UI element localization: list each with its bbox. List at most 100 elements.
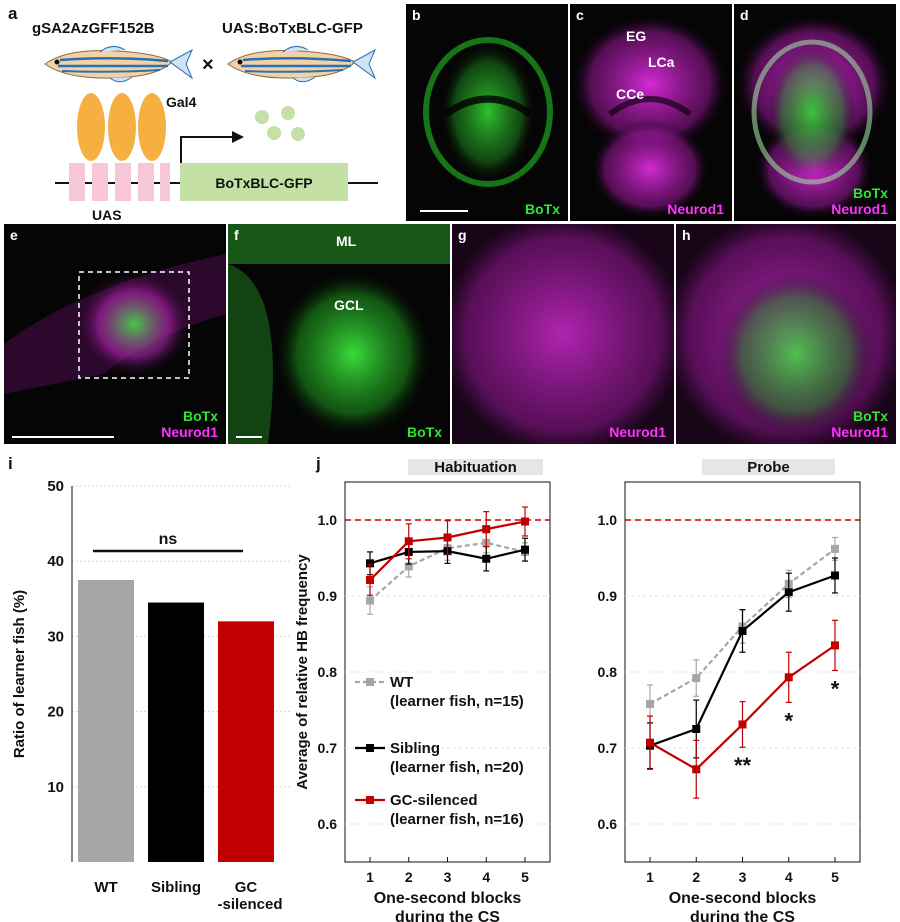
y-tick-label: 0.6 xyxy=(318,816,338,832)
panel-c-label: Neurod1 xyxy=(667,201,724,217)
x-axis-label: during the CS xyxy=(690,909,795,922)
micrograph-g: g Neurod1 xyxy=(452,224,674,444)
data-point xyxy=(366,576,374,585)
y-tick-label: 0.9 xyxy=(318,588,338,604)
x-axis-label: during the CS xyxy=(395,909,500,922)
significance-mark: * xyxy=(831,676,840,701)
panel-j-letter: j xyxy=(316,454,321,473)
data-point xyxy=(831,641,839,650)
x-tick-label: 4 xyxy=(785,869,793,885)
y-tick-label: 0.8 xyxy=(598,664,618,680)
bar-2 xyxy=(218,621,274,862)
region-lca-label: LCa xyxy=(648,54,675,70)
legend-name: WT xyxy=(390,674,413,691)
panel-f-label: BoTx xyxy=(407,424,442,440)
scale-bar xyxy=(12,436,114,438)
region-cce-label: CCe xyxy=(616,86,645,102)
transgene-box xyxy=(180,163,348,201)
uas-site-4 xyxy=(138,163,154,201)
legend-marker xyxy=(366,678,374,686)
gal4-protein-2 xyxy=(108,93,136,161)
arrow-head-icon xyxy=(232,131,244,143)
data-point xyxy=(831,544,839,553)
panel-e-label-neurod1: Neurod1 xyxy=(161,424,218,440)
strain-left-label: gSA2AzGFF152B xyxy=(32,20,155,37)
micrograph-h: h BoTx Neurod1 xyxy=(676,224,896,444)
x-tick-label: 3 xyxy=(739,869,747,885)
y-tick-label: 1.0 xyxy=(598,512,618,528)
panel-g-label: Neurod1 xyxy=(609,424,666,440)
y-tick-label: 40 xyxy=(47,553,64,570)
zebrafish-right-icon xyxy=(227,46,377,83)
data-point xyxy=(784,673,793,682)
panel-e-letter: e xyxy=(10,227,18,243)
panel-d-label-botx: BoTx xyxy=(853,185,888,201)
panel-g-letter: g xyxy=(458,227,467,243)
data-point xyxy=(831,571,839,580)
transgene-label: BoTxBLC-GFP xyxy=(215,175,312,191)
micrograph-c: c EG LCa CCe Neurod1 xyxy=(570,4,732,221)
product-dot xyxy=(267,126,281,140)
x-tick-label: 2 xyxy=(405,869,413,885)
data-point xyxy=(404,537,413,546)
data-point xyxy=(738,720,747,729)
y-tick-label: 0.8 xyxy=(318,664,338,680)
data-point xyxy=(738,626,747,635)
panel-b-label: BoTx xyxy=(525,201,560,217)
micrograph-b: b BoTx xyxy=(406,4,568,221)
bar-chart-learner-ratio: 10 20 30 40 50 Ratio of learner fish (%) WT Sib… xyxy=(11,478,290,913)
y-tick-label: 20 xyxy=(47,704,64,721)
data-point xyxy=(521,545,529,554)
micrograph-f: f ML GCL BoTx xyxy=(228,224,450,444)
title-box xyxy=(408,459,543,475)
x-tick-label: -silenced xyxy=(217,896,282,913)
y-axis-label: Ratio of learner fish (%) xyxy=(11,590,28,758)
legend-marker xyxy=(366,744,374,752)
y-tick-label: 0.6 xyxy=(598,816,618,832)
region-gcl-label: GCL xyxy=(334,297,364,313)
micrograph-d: d BoTx Neurod1 xyxy=(734,4,896,221)
micrograph-e: e BoTx Neurod1 xyxy=(4,224,226,444)
legend-detail: (learner fish, n=20) xyxy=(390,759,524,776)
panel-h-label-neurod1: Neurod1 xyxy=(831,424,888,440)
panel-c-letter: c xyxy=(576,7,584,23)
bar-0 xyxy=(78,580,134,862)
line-charts-hb-frequency: 0.6 0.7 0.8 0.9 1.0 1 2 3 4 5 One-second blocks dur… xyxy=(294,459,861,922)
promoter-arrow xyxy=(180,136,232,163)
panel-f-letter: f xyxy=(234,227,239,243)
panel-e-label-botx: BoTx xyxy=(183,408,218,424)
significance-mark: * xyxy=(784,708,793,733)
significance-label: ns xyxy=(159,531,178,548)
y-tick-label: 0.7 xyxy=(318,740,338,756)
gal4-label: Gal4 xyxy=(166,94,197,110)
uas-site-2 xyxy=(92,163,108,201)
uas-site-5 xyxy=(160,163,170,201)
x-tick-label: 2 xyxy=(692,869,700,885)
region-eg-label: EG xyxy=(626,28,647,44)
y-tick-label: 1.0 xyxy=(318,512,338,528)
data-point xyxy=(366,596,374,605)
y-tick-label: 50 xyxy=(47,478,64,495)
data-point xyxy=(482,554,491,563)
panel-h-letter: h xyxy=(682,227,691,243)
panel-i-letter: i xyxy=(8,454,13,473)
x-tick-label: 4 xyxy=(482,869,490,885)
legend-name: GC-silenced xyxy=(390,792,478,809)
x-tick-label: 5 xyxy=(521,869,529,885)
x-tick-label: 3 xyxy=(444,869,452,885)
x-axis-label: One-second blocks xyxy=(669,890,817,907)
data-point xyxy=(692,674,701,683)
product-dot xyxy=(281,106,295,120)
panel-b-letter: b xyxy=(412,7,421,23)
y-tick-label: 30 xyxy=(47,628,64,645)
legend-marker xyxy=(366,796,374,804)
data-point xyxy=(784,588,793,597)
strain-right-label: UAS:BoTxBLC-GFP xyxy=(222,20,363,37)
zebrafish-left-icon xyxy=(44,46,194,83)
significance-mark: ** xyxy=(734,753,752,778)
panel-a-letter: a xyxy=(8,4,18,23)
panel-h-label-botx: BoTx xyxy=(853,408,888,424)
legend-name: Sibling xyxy=(390,740,440,757)
x-tick-label: WT xyxy=(94,879,117,896)
data-point xyxy=(646,699,654,708)
